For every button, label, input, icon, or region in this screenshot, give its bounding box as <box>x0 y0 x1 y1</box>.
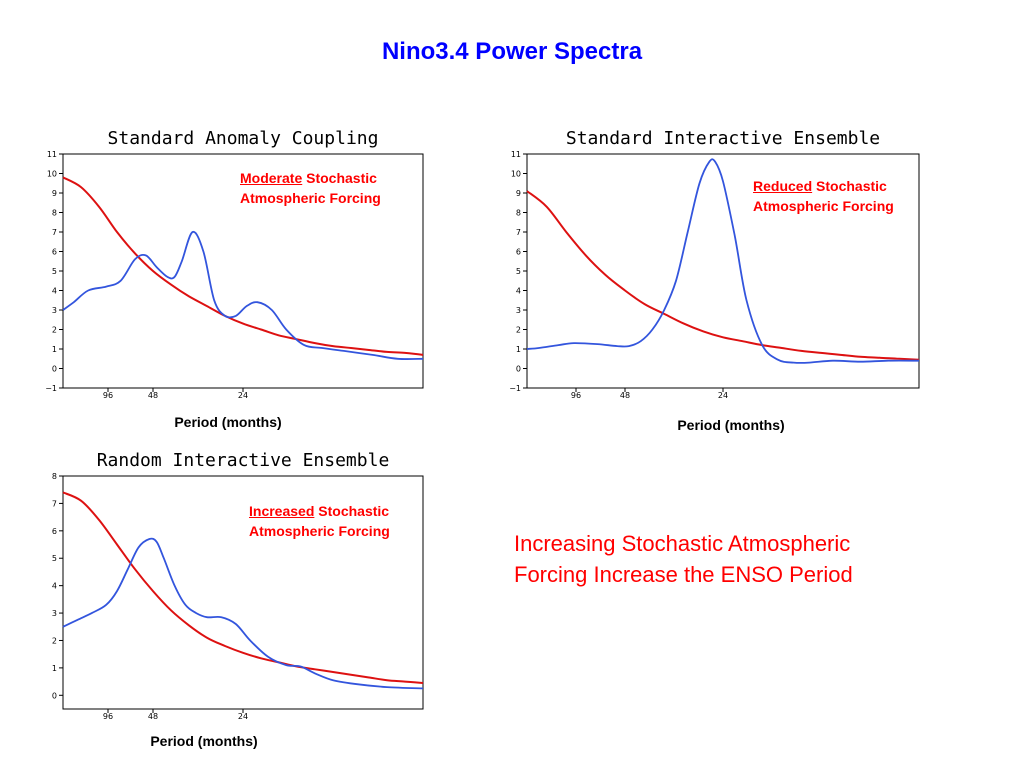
chart-title: Standard Anomaly Coupling <box>108 128 379 149</box>
x-axis-label: Period (months) <box>150 733 258 749</box>
y-tick-label: 5 <box>52 554 57 563</box>
y-tick-label: 10 <box>511 170 521 179</box>
y-tick-label: 0 <box>52 365 57 374</box>
y-tick-label: 3 <box>52 609 57 618</box>
y-tick-label: 9 <box>52 189 57 198</box>
y-tick-label: 2 <box>52 326 57 335</box>
forcing-text: Stochastic <box>812 178 887 194</box>
forcing-text-line2: Atmospheric Forcing <box>249 523 390 539</box>
x-tick-label: 96 <box>103 712 113 721</box>
y-tick-label: 6 <box>52 527 57 536</box>
y-tick-label: 8 <box>52 209 57 218</box>
chart-title: Random Interactive Ensemble <box>97 450 390 471</box>
forcing-keyword: Reduced <box>753 178 813 194</box>
forcing-text: Stochastic <box>302 170 377 186</box>
x-tick-label: 96 <box>571 391 581 400</box>
red-noise-line <box>62 491 424 684</box>
y-tick-label: 5 <box>52 267 57 276</box>
forcing-annotation: Increased Stochastic Atmospheric Forcing <box>249 501 390 541</box>
forcing-annotation: Reduced Stochastic Atmospheric Forcing <box>753 176 894 216</box>
slide-title: Nino3.4 Power Spectra <box>381 38 643 65</box>
forcing-keyword: Moderate <box>240 170 303 186</box>
spectrum-line <box>526 158 920 364</box>
y-tick-label: 0 <box>52 691 57 700</box>
red-noise-line <box>526 190 920 361</box>
y-tick-label: 8 <box>516 209 521 218</box>
y-tick-label: 6 <box>516 248 521 257</box>
y-tick-label: 11 <box>511 150 521 159</box>
y-tick-label: 11 <box>47 150 57 159</box>
y-tick-label: 6 <box>52 248 57 257</box>
y-tick-label: 2 <box>52 636 57 645</box>
y-tick-label: 1 <box>52 345 57 354</box>
y-tick-label: 1 <box>516 345 521 354</box>
y-tick-label: −1 <box>45 384 57 393</box>
forcing-text-line2: Atmospheric Forcing <box>240 190 381 206</box>
x-tick-label: 24 <box>718 391 728 400</box>
x-tick-label: 96 <box>103 391 113 400</box>
x-tick-label: 48 <box>620 391 630 400</box>
y-tick-label: 4 <box>52 287 57 296</box>
forcing-text-line2: Atmospheric Forcing <box>753 198 894 214</box>
forcing-annotation: Moderate Stochastic Atmospheric Forcing <box>240 168 381 208</box>
x-axis-label: Period (months) <box>677 417 785 433</box>
x-tick-label: 48 <box>148 712 158 721</box>
y-tick-label: 3 <box>52 306 57 315</box>
y-tick-label: 1 <box>52 664 57 673</box>
spectrum-line <box>62 537 424 690</box>
conclusion-line-1: Increasing Stochastic Atmospheric <box>514 531 851 556</box>
x-tick-label: 24 <box>238 712 248 721</box>
y-tick-label: 2 <box>516 326 521 335</box>
conclusion-text: Increasing Stochastic Atmospheric Forcin… <box>514 528 853 590</box>
conclusion-line-2: Forcing Increase the ENSO Period <box>514 562 853 587</box>
y-tick-label: 5 <box>516 267 521 276</box>
y-tick-label: 8 <box>52 472 57 481</box>
y-tick-label: 7 <box>516 228 521 237</box>
y-tick-label: 0 <box>516 365 521 374</box>
y-tick-label: 10 <box>47 170 57 179</box>
forcing-text: Stochastic <box>314 503 390 519</box>
x-tick-label: 24 <box>238 391 248 400</box>
chart-title: Standard Interactive Ensemble <box>566 128 880 149</box>
y-tick-label: 7 <box>52 228 57 237</box>
y-tick-label: −1 <box>509 384 521 393</box>
x-tick-label: 48 <box>148 391 158 400</box>
y-tick-label: 3 <box>516 306 521 315</box>
red-noise-line <box>62 176 424 356</box>
y-tick-label: 7 <box>52 499 57 508</box>
y-tick-label: 4 <box>516 287 521 296</box>
y-tick-label: 4 <box>52 582 57 591</box>
spectrum-line <box>62 231 424 360</box>
x-axis-label: Period (months) <box>174 414 282 430</box>
y-tick-label: 9 <box>516 189 521 198</box>
forcing-keyword: Increased <box>249 503 315 519</box>
